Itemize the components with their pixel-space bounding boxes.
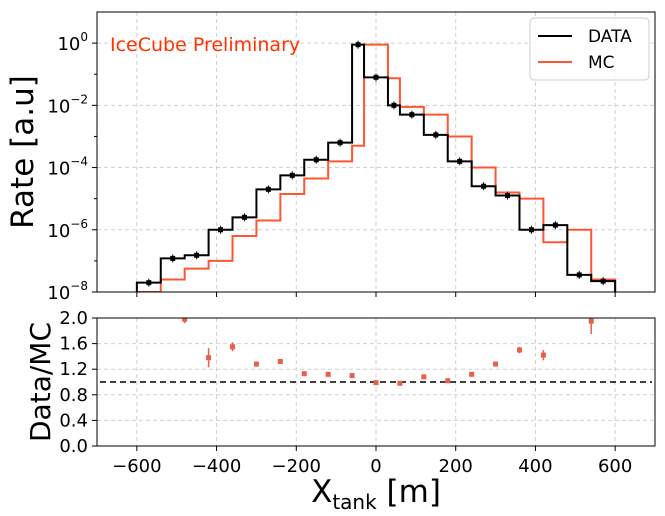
- ratio-point: [397, 380, 403, 386]
- main-y-tick-label: 10−2: [47, 92, 88, 117]
- x-axis-title-sub: tank: [332, 490, 377, 514]
- data-point: [355, 42, 361, 48]
- ratio-point: [206, 355, 212, 361]
- ratio-point: [493, 361, 499, 367]
- watermark-label: IceCube Preliminary: [110, 34, 300, 56]
- ratio-y-tick-label: 1.6: [59, 334, 88, 355]
- data-point: [391, 102, 397, 108]
- data-point: [433, 132, 439, 138]
- data-point: [289, 172, 295, 178]
- data-point: [218, 227, 224, 233]
- x-tick-label: 200: [439, 456, 473, 477]
- ratio-point: [349, 373, 355, 379]
- x-axis-title-main: X: [311, 474, 332, 510]
- x-tick-label: 0: [370, 456, 381, 477]
- ratio-point-group: [421, 374, 427, 380]
- ratio-point-group: [540, 350, 546, 361]
- main-y-axis-title: Rate [a.u]: [5, 75, 41, 229]
- ratio-y-tick-label: 0.8: [59, 385, 88, 406]
- ratio-x-ticks: −600 −400 −200 0 200 400 600: [112, 446, 632, 477]
- data-point: [528, 227, 534, 233]
- ratio-point: [588, 318, 594, 324]
- data-point: [337, 140, 343, 146]
- ratio-point: [373, 380, 379, 386]
- data-point: [409, 112, 415, 118]
- ratio-point: [253, 361, 259, 367]
- ratio-point: [182, 318, 188, 322]
- ratio-point: [277, 359, 283, 365]
- ratio-point: [516, 347, 522, 353]
- legend-label-data: DATA: [588, 27, 632, 47]
- ratio-point-group: [349, 373, 355, 379]
- main-y-tick-label: 10−6: [47, 217, 88, 242]
- ratio-point-group: [253, 361, 259, 367]
- x-tick-label: −600: [112, 456, 161, 477]
- data-point: [265, 186, 271, 192]
- ratio-point-group: [206, 348, 212, 368]
- x-tick-label: −200: [272, 456, 321, 477]
- legend-label-mc: MC: [588, 53, 615, 73]
- ratio-point-group: [445, 378, 451, 384]
- legend-frame: [529, 17, 650, 81]
- data-point: [552, 222, 558, 228]
- data-point: [170, 255, 176, 261]
- data-point: [457, 158, 463, 164]
- data-point: [481, 183, 487, 189]
- ratio-points: [182, 318, 594, 386]
- x-axis-title: Xtank [m]: [311, 474, 441, 514]
- ratio-y-ticks: 0.0 0.4 0.8 1.2 1.6 2.0: [59, 308, 97, 457]
- ratio-point: [469, 371, 475, 377]
- main-y-tick-label: 10−8: [47, 279, 88, 304]
- ratio-point: [325, 371, 331, 377]
- x-tick-label: 600: [598, 456, 632, 477]
- ratio-point-group: [373, 380, 379, 386]
- ratio-point: [230, 344, 236, 350]
- legend: DATA MC: [529, 17, 650, 81]
- ratio-point-group: [325, 371, 331, 377]
- main-x-ticks: [136, 292, 616, 297]
- ratio-y-axis-title: Data/MC: [24, 322, 57, 442]
- ratio-point-group: [301, 371, 307, 377]
- ratio-point: [301, 371, 307, 377]
- main-y-tick-label: 100: [57, 30, 88, 55]
- data-point: [194, 252, 200, 258]
- main-markers: [146, 40, 606, 287]
- ratio-point: [445, 378, 451, 384]
- ratio-point-group: [469, 371, 475, 377]
- data-point: [505, 193, 511, 199]
- data-point: [600, 278, 606, 284]
- ratio-y-tick-label: 1.2: [59, 359, 88, 380]
- x-tick-label: 400: [518, 456, 552, 477]
- data-point: [576, 272, 582, 278]
- ratio-point-group: [277, 359, 283, 365]
- main-y-tick-label: 10−4: [47, 155, 88, 180]
- series-mc-step: [135, 43, 617, 292]
- main-y-ticks: 100 10−2 10−4 10−6 10−8: [47, 30, 97, 304]
- ratio-y-tick-label: 0.4: [59, 410, 88, 431]
- ratio-point-group: [516, 346, 522, 354]
- ratio-point: [540, 352, 546, 358]
- data-point: [146, 280, 152, 286]
- data-point: [373, 74, 379, 80]
- data-point: [241, 214, 247, 220]
- ratio-point-group: [230, 342, 236, 352]
- ratio-point-group: [397, 380, 403, 386]
- x-axis-title-unit: [m]: [377, 474, 441, 510]
- data-point: [313, 157, 319, 163]
- ratio-y-tick-label: 2.0: [59, 308, 88, 329]
- ratio-point-group: [182, 318, 188, 324]
- ratio-y-tick-label: 0.0: [59, 436, 88, 457]
- ratio-point: [421, 374, 427, 380]
- ratio-point-group: [588, 318, 594, 334]
- x-tick-label: −400: [192, 456, 241, 477]
- ratio-point-group: [493, 361, 499, 367]
